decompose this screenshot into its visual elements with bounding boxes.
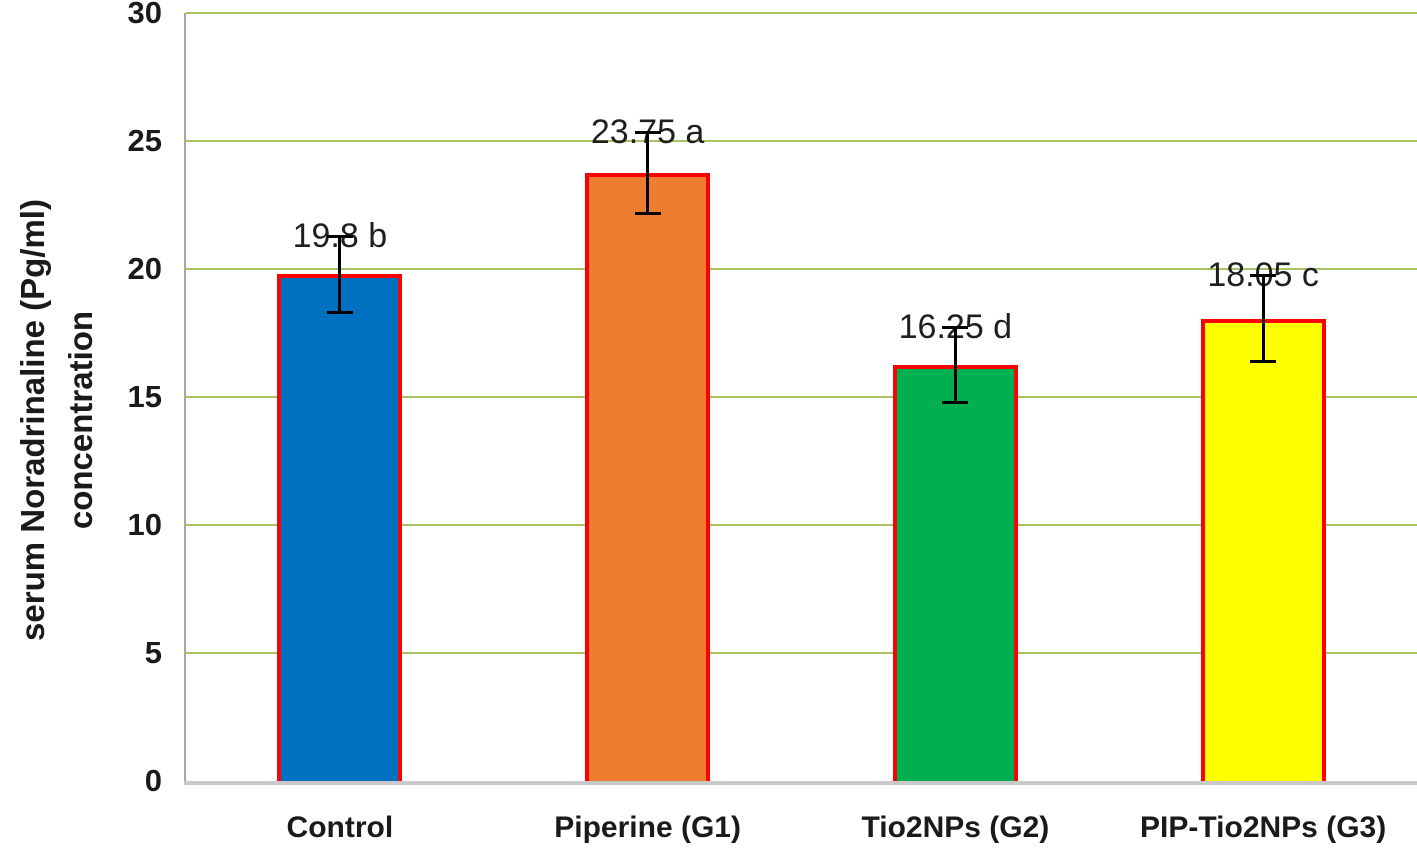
error-bar-line — [646, 132, 650, 214]
error-bar-cap-bottom — [326, 310, 353, 314]
error-bar-cap-top — [634, 131, 661, 135]
x-category-label: PIP-Tio2NPs (G3) — [1140, 811, 1387, 844]
error-bar-cap-top — [942, 325, 969, 329]
x-axis-baseline — [184, 781, 1417, 785]
gridline — [186, 12, 1417, 14]
y-tick-label: 30 — [127, 0, 162, 30]
bar-control — [277, 274, 403, 781]
error-bar-cap-bottom — [1250, 360, 1277, 364]
bar-tio2nps-g2 — [892, 365, 1018, 781]
gridline — [186, 140, 1417, 142]
error-bar-line — [953, 326, 957, 404]
error-bar-line — [338, 235, 342, 313]
y-tick-label: 25 — [127, 123, 162, 158]
y-tick-label: 5 — [144, 635, 162, 670]
error-bar-cap-top — [326, 234, 353, 238]
x-category-label: Piperine (G1) — [554, 811, 741, 844]
y-tick-label: 15 — [127, 379, 162, 414]
error-bar-cap-bottom — [942, 401, 969, 405]
error-bar-cap-top — [1250, 274, 1277, 278]
y-tick-label: 0 — [144, 763, 162, 798]
bar-piperine-g1 — [585, 173, 711, 781]
error-bar-line — [1261, 275, 1265, 363]
bar-pip-tio2nps-g3 — [1200, 318, 1326, 781]
y-tick-label: 10 — [127, 507, 162, 542]
error-bar-cap-bottom — [634, 211, 661, 215]
gridline — [186, 524, 1417, 526]
gridline — [186, 396, 1417, 398]
x-category-label: Control — [286, 811, 394, 844]
x-category-label: Tio2NPs (G2) — [861, 811, 1050, 844]
y-tick-label: 20 — [127, 251, 162, 286]
y-axis-line — [184, 13, 186, 785]
gridline — [186, 268, 1417, 270]
gridline — [186, 652, 1417, 654]
